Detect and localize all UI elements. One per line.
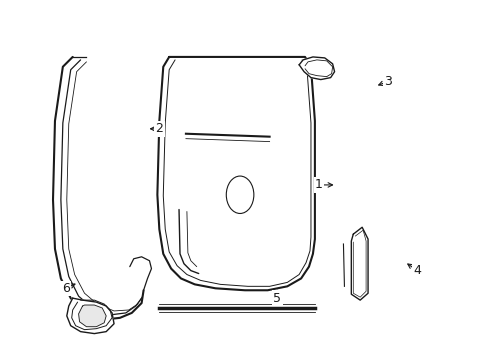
Polygon shape [67,298,114,334]
Text: 5: 5 [273,292,281,305]
Text: 2: 2 [155,122,163,135]
Text: 1: 1 [314,179,322,192]
Ellipse shape [226,176,253,213]
Text: 3: 3 [383,75,391,88]
Polygon shape [79,305,106,327]
Text: 6: 6 [62,282,70,295]
Polygon shape [350,227,367,300]
Polygon shape [157,57,314,290]
Polygon shape [299,57,334,80]
Text: 4: 4 [412,264,420,277]
